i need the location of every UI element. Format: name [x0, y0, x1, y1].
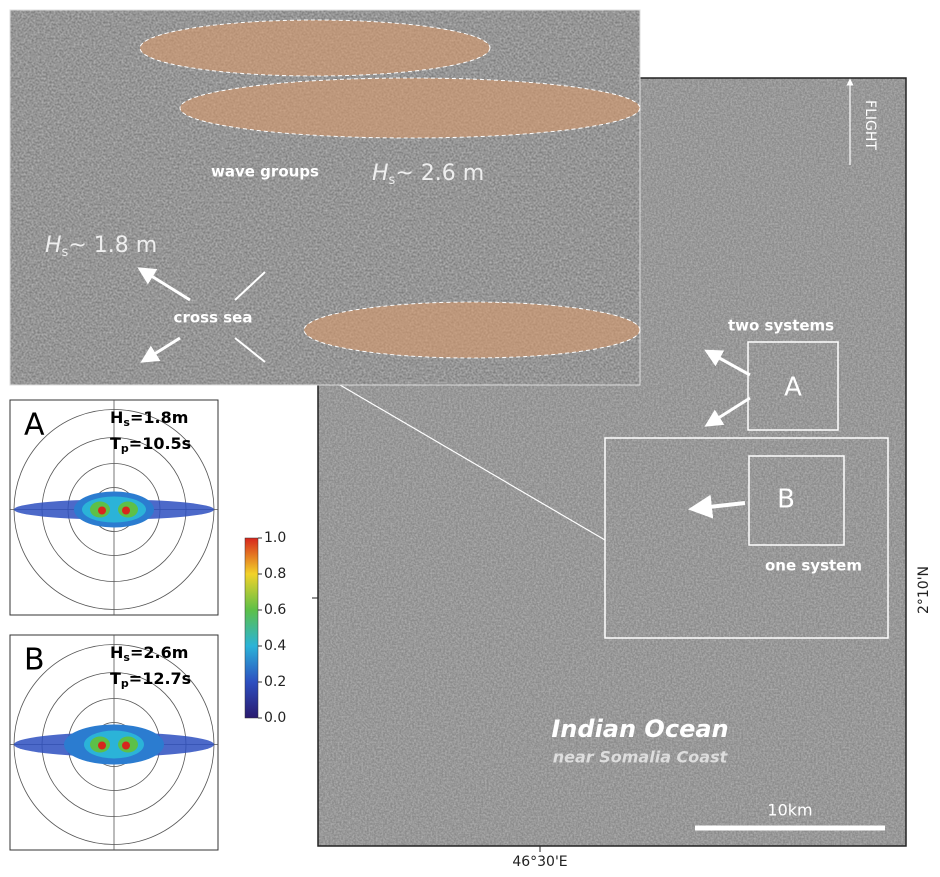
panel-label: A	[24, 408, 45, 443]
spectrum-peak	[98, 742, 106, 750]
hs-label: Hs=2.6m	[110, 643, 188, 665]
spectrum-peak	[122, 742, 130, 750]
colorbar-tick-label: 1.0	[264, 530, 286, 546]
longitude-label: 46°30'E	[512, 854, 567, 870]
colorbar-tick-label: 0.4	[264, 638, 286, 654]
spectrum-peak	[122, 507, 130, 515]
cross-sea-label: cross sea	[174, 309, 253, 327]
wave-groups-label: wave groups	[211, 163, 319, 181]
place-label: Indian Ocean	[551, 715, 728, 743]
hs-label: Hs=1.8m	[110, 408, 188, 430]
colorbar-tick-label: 0.8	[264, 566, 286, 582]
colorbar-tick-label: 0.6	[264, 602, 286, 618]
box-a-label: A	[784, 373, 802, 403]
colorbar: 0.0 0.2 0.4 0.6 0.8 1.0	[245, 530, 286, 726]
colorbar-tick-label: 0.2	[264, 674, 286, 690]
two-systems-label: two systems	[728, 317, 834, 335]
one-system-label: one system	[765, 557, 862, 575]
inset: wave groups Hs~ 2.6 m Hs~ 1.8 m cross se…	[10, 10, 640, 385]
latitude-label: 2°10'N	[916, 566, 932, 614]
scale-bar-label: 10km	[767, 801, 812, 820]
figure: FLIGHT two systems A B one system Indian…	[0, 0, 940, 873]
place-sub-label: near Somalia Coast	[553, 748, 729, 767]
flight-label: FLIGHT	[862, 100, 878, 150]
colorbar-tick-label: 0.0	[264, 710, 286, 726]
panel-label: B	[24, 643, 45, 678]
spectrum-peak	[98, 507, 106, 515]
page: FLIGHT two systems A B one system Indian…	[0, 0, 940, 873]
box-b-label: B	[777, 485, 795, 515]
